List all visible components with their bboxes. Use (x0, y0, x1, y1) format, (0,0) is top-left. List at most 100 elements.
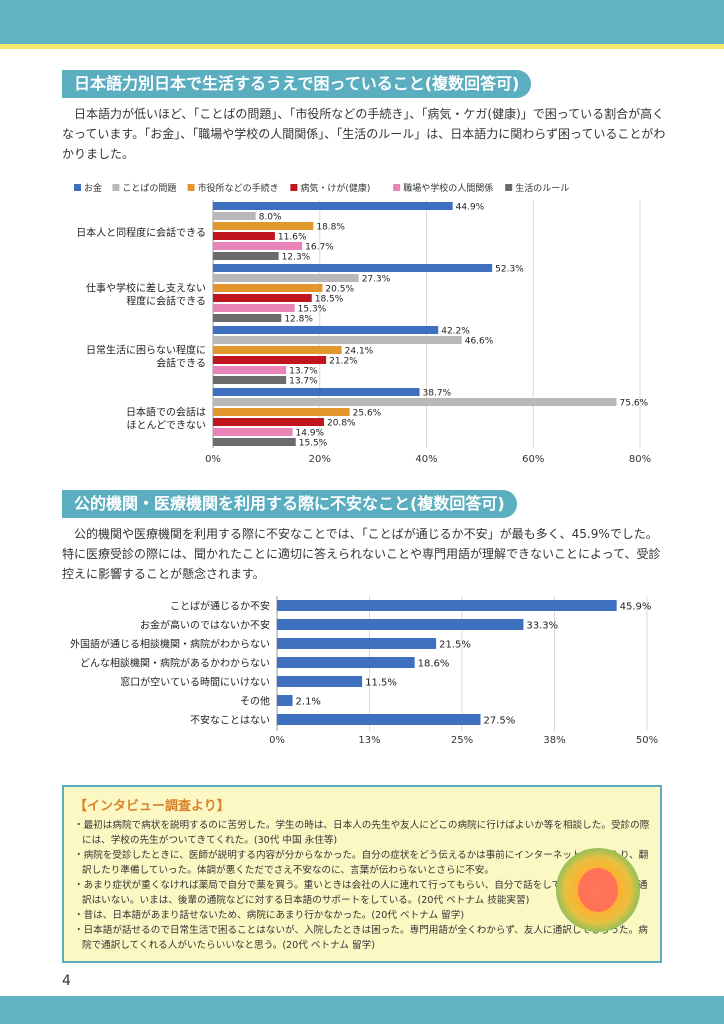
data-label: 18.8% (316, 223, 345, 233)
interview-item: ・昔は、日本語があまり話せないため、病院にあまり行かなかった。(20代 ベトナム… (74, 910, 465, 921)
data-label: 11.5% (365, 678, 397, 689)
data-label: 21.5% (439, 640, 471, 651)
bar (213, 274, 359, 282)
data-label: 44.9% (456, 203, 485, 213)
section1-paragraph-text: 日本語力が低いほど、「ことばの問題」、「市役所などの手続き」、「病気・ケガ(健康… (62, 107, 666, 161)
bar (213, 408, 350, 416)
interview-box: 【インタビュー調査より】 ・最初は病院で病状を説明するのに苦労した。学生の時は、… (62, 785, 662, 963)
bar (213, 264, 493, 272)
section1-paragraph: 日本語力が低いほど、「ことばの問題」、「市役所などの手続き」、「病気・ケガ(健康… (62, 104, 666, 164)
bar (213, 232, 275, 240)
bar (213, 428, 293, 436)
data-label: 18.5% (315, 295, 344, 305)
bar (213, 366, 287, 374)
interview-title: 【インタビュー調査より】 (74, 799, 230, 814)
x-tick-label: 50% (636, 735, 658, 744)
data-label: 13.7% (289, 377, 318, 387)
top-band (0, 0, 724, 44)
bar (277, 657, 415, 668)
interview-item: ・最初は病院で病状を説明するのに苦労した。学生の時は、日本人の先生や友人にどこの… (74, 820, 650, 846)
x-tick-label: 13% (358, 735, 380, 744)
top-stripe (0, 44, 724, 49)
category-label: 窓口が空いている時間にいけない (120, 676, 270, 689)
bottom-band (0, 996, 724, 1024)
data-label: 20.5% (325, 285, 354, 295)
interview-item: ・日本語が話せるので日常生活で困ることはないが、入院したときは困った。専門用語が… (74, 925, 648, 951)
data-label: 52.3% (495, 265, 524, 275)
category-label: 会話できる (156, 357, 206, 370)
data-label: 38.7% (423, 389, 452, 399)
data-label: 11.6% (278, 233, 307, 243)
category-label: 日本語での会話は (126, 406, 206, 419)
bar (213, 326, 439, 334)
paw-badge-icon (556, 848, 640, 932)
data-label: 12.3% (282, 253, 311, 263)
data-label: 24.1% (345, 347, 374, 357)
bar (213, 314, 282, 322)
category-label: どんな相談機関・病院があるかわからない (80, 657, 270, 670)
page-number: 4 (62, 973, 71, 989)
x-tick-label: 38% (543, 735, 565, 744)
data-label: 33.3% (526, 621, 558, 632)
bar (213, 242, 303, 250)
legend-label: 市役所などの手続き (198, 182, 279, 194)
anxiety-bar-chart: 0% 13% 25% 38% 50% ことばが通じるか不安 45.9% お金が高いのではないか… (70, 596, 658, 744)
bar (213, 294, 312, 302)
x-tick-label: 80% (629, 454, 651, 465)
bar (213, 398, 617, 406)
category-label: 不安なことはない (190, 714, 270, 727)
section2-heading: 公的機関・医療機関を利用する際に不安なこと(複数回答可) (62, 490, 517, 518)
bar (213, 212, 256, 220)
bar (213, 356, 327, 364)
data-label: 18.6% (418, 659, 450, 670)
data-label: 46.6% (465, 337, 494, 347)
x-tick-label: 25% (451, 735, 473, 744)
x-tick-label: 60% (522, 454, 544, 465)
bar (213, 252, 279, 260)
data-label: 2.1% (296, 697, 321, 708)
legend-swatch (505, 184, 513, 191)
x-tick-label: 20% (309, 454, 331, 465)
legend-label: 職場や学校の人間関係 (403, 182, 493, 194)
grouped-bar-chart: お金 ことばの問題 市役所などの手続き 病気・けが(健康) 職場や学校の人間関係 生活のル… (74, 182, 651, 465)
bar (277, 638, 437, 649)
data-label: 25.6% (353, 409, 382, 419)
interview-list: ・最初は病院で病状を説明するのに苦労した。学生の時は、日本人の先生や友人にどこの… (74, 818, 650, 953)
bar (213, 222, 314, 230)
category-label: 仕事や学校に差し支えない (86, 282, 206, 295)
section1-heading: 日本語力別日本で生活するうえで困っていること(複数回答可) (62, 70, 532, 98)
interview-item: ・病院を受診したときに、医師が説明する内容が分からなかった。自分の症状をどう伝え… (74, 850, 649, 876)
bar (213, 438, 296, 446)
legend-label: 病気・けが(健康) (300, 182, 370, 194)
bar (277, 695, 293, 706)
x-tick-label: 0% (205, 454, 221, 465)
bar (213, 284, 323, 292)
legend-label: お金 (84, 182, 102, 194)
data-label: 14.9% (296, 429, 325, 439)
bar (277, 676, 363, 687)
section2-paragraph: 公的機関や医療機関を利用する際に不安なことでは、「ことばが通じるか不安」が最も多… (62, 524, 666, 584)
legend-swatch (112, 184, 120, 191)
legend-swatch (187, 184, 195, 191)
bar (213, 304, 295, 312)
data-label: 16.7% (305, 243, 334, 253)
legend-swatch (290, 184, 298, 191)
bar (277, 714, 481, 725)
x-tick-label: 40% (415, 454, 437, 465)
data-label: 8.0% (259, 213, 282, 223)
data-label: 13.7% (289, 367, 318, 377)
legend-label: 生活のルール (515, 182, 569, 194)
category-label: お金が高いのではないか不安 (140, 619, 270, 632)
bar (277, 619, 524, 630)
bar (277, 600, 617, 611)
data-label: 42.2% (441, 327, 470, 337)
category-label: その他 (240, 695, 270, 708)
bar (213, 202, 453, 210)
category-label: 日本人と同程度に会話できる (76, 226, 206, 239)
category-label: 外国語が通じる相談機関・病院がわからない (70, 638, 270, 651)
data-label: 45.9% (620, 602, 652, 613)
bar (213, 418, 325, 426)
legend-swatch (74, 184, 81, 191)
bar (213, 336, 462, 344)
data-label: 15.5% (299, 439, 328, 449)
